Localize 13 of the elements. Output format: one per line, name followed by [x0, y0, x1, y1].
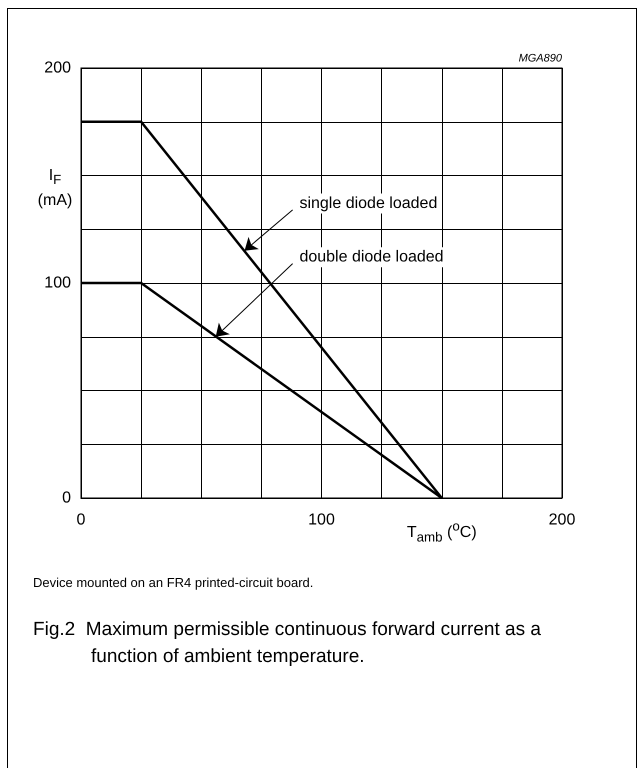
x-tick-label: 100 — [308, 512, 335, 528]
y-tick-label: 200 — [44, 60, 72, 76]
text: Device mounted on an FR4 printed-circuit board. — [33, 575, 314, 590]
y-axis-title: I$_{F}$ (mA) — [38, 166, 72, 210]
x-tick-label: 0 — [76, 512, 86, 528]
x-axis-title: T$_{amb}$ ($^{o}$C) — [406, 518, 477, 546]
y-tick-label: 0 — [62, 490, 72, 506]
text: MGA890 — [518, 52, 563, 64]
y-tick-label: 100 — [44, 274, 72, 292]
x-tick-label: 200 — [548, 512, 576, 528]
annotation: single diode loaded — [299, 194, 438, 212]
text: Fig.2 Maximum permissible continuous forward current as a function of ambient temperature. — [33, 618, 542, 669]
annotation: double diode loaded — [299, 248, 444, 266]
